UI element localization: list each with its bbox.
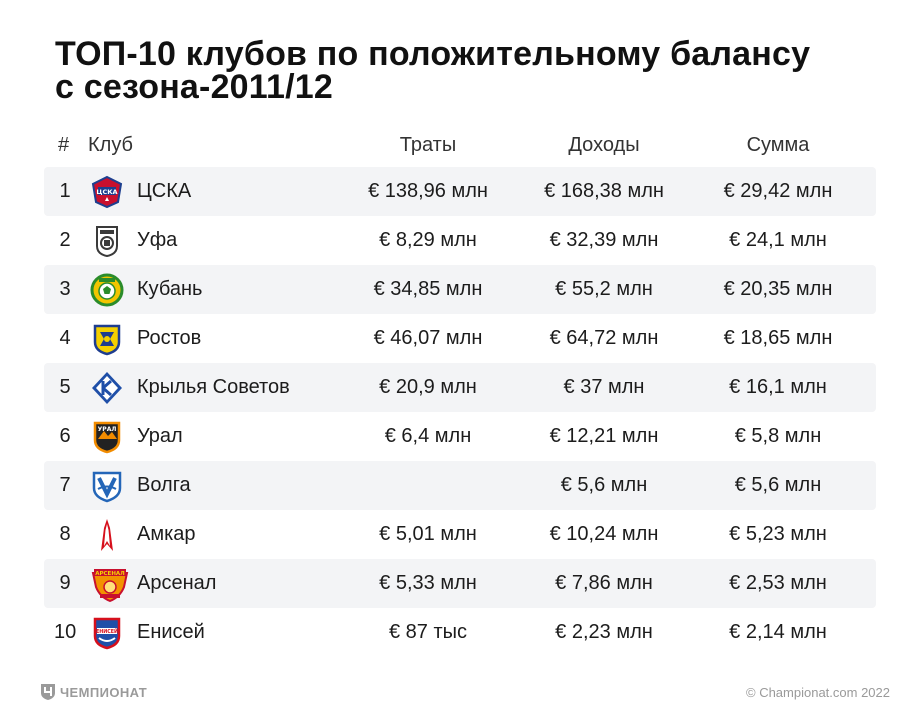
row-sum: € 29,42 млн (723, 180, 833, 202)
row-income: € 37 млн (563, 376, 645, 398)
row-spend: € 46,07 млн (373, 327, 483, 349)
footer-copyright: © Championat.com 2022 (746, 685, 890, 700)
table-row: 9 АРСЕНАЛ Арсенал € 5,33 млн € 7,86 млн … (44, 559, 876, 608)
row-income: € 10,24 млн (549, 523, 659, 545)
row-income: € 5,6 млн (560, 474, 648, 496)
ural-logo-icon: УРАЛ (90, 420, 124, 454)
row-club: ЦСКА (137, 180, 192, 202)
row-sum: € 24,1 млн (729, 229, 827, 251)
row-club: Уфа (137, 229, 178, 251)
row-rank: 8 (59, 523, 71, 545)
row-spend: € 5,33 млн (379, 572, 477, 594)
row-club: Урал (137, 425, 183, 447)
table-row: 2 Уфа € 8,29 млн € 32,39 млн € 24,1 млн (44, 216, 876, 265)
svg-text:ЦСКА: ЦСКА (96, 188, 117, 196)
row-income: € 7,86 млн (555, 572, 653, 594)
championat-logo: ЧЕМПИОНАТ (40, 683, 147, 701)
row-sum: € 5,6 млн (734, 474, 822, 496)
header-income: Доходы (568, 134, 640, 156)
table-row: 8 Амкар € 5,01 млн € 10,24 млн € 5,23 мл… (44, 510, 876, 559)
row-income: € 32,39 млн (549, 229, 659, 251)
footer-brand: ЧЕМПИОНАТ (60, 684, 148, 700)
row-income: € 55,2 млн (555, 278, 653, 300)
row-sum: € 5,23 млн (729, 523, 827, 545)
header-club: Клуб (88, 134, 133, 156)
table-row: 4 Ростов € 46,07 млн € 64,72 млн € 18,65… (44, 314, 876, 363)
row-club: Амкар (137, 523, 196, 545)
row-income: € 168,38 млн (544, 180, 664, 202)
row-sum: € 5,8 млн (734, 425, 822, 447)
row-income: € 2,23 млн (555, 621, 653, 643)
row-rank: 1 (59, 180, 71, 202)
table-header: # Клуб Траты Доходы Сумма (44, 122, 876, 167)
row-rank: 6 (59, 425, 71, 447)
row-club: Волга (137, 474, 191, 496)
table-row: 1 ЦСКА ЦСКА € 138,96 млн € 168,38 млн € … (44, 167, 876, 216)
header-spend: Траты (399, 134, 457, 156)
row-rank: 2 (59, 229, 71, 251)
clubs-table: # Клуб Траты Доходы Сумма 1 ЦСКА ЦСКА € … (44, 122, 876, 657)
ufa-logo-icon (90, 224, 124, 258)
row-sum: € 2,14 млн (729, 621, 827, 643)
row-rank: 7 (59, 474, 71, 496)
row-sum: € 2,53 млн (729, 572, 827, 594)
kuban-logo-icon (90, 273, 124, 307)
svg-text:ЕНИСЕЙ: ЕНИСЕЙ (96, 627, 118, 635)
page-title: ТОП-10 клубов по положительному балансу … (55, 35, 895, 106)
table-row: 3 Кубань € 34,85 млн € 55,2 млн € 20,35 … (44, 265, 876, 314)
row-income: € 12,21 млн (549, 425, 659, 447)
row-spend: € 20,9 млн (379, 376, 477, 398)
row-sum: € 20,35 млн (723, 278, 833, 300)
row-income: € 64,72 млн (549, 327, 659, 349)
header-num: # (58, 134, 70, 156)
enisey-logo-icon: ЕНИСЕЙ (90, 616, 124, 650)
title-line-1: ТОП-10 клубов по положительному балансу (55, 35, 811, 73)
row-club: Крылья Советов (137, 376, 290, 398)
row-spend: € 5,01 млн (379, 523, 477, 545)
row-club: Арсенал (137, 572, 217, 594)
row-spend: € 34,85 млн (373, 278, 483, 300)
row-club: Енисей (137, 621, 205, 643)
row-sum: € 16,1 млн (729, 376, 827, 398)
table-row: 7 Волга € 5,6 млн € 5,6 млн (44, 461, 876, 510)
arsenal-logo-icon: АРСЕНАЛ (90, 567, 129, 603)
table-row: 10 ЕНИСЕЙ Енисей € 87 тыс € 2,23 млн € 2… (44, 608, 876, 657)
header-sum: Сумма (746, 134, 810, 156)
row-rank: 9 (59, 572, 71, 594)
row-spend: € 138,96 млн (368, 180, 488, 202)
championat-shield-icon (41, 684, 55, 700)
row-club: Ростов (137, 327, 202, 349)
row-spend: € 8,29 млн (379, 229, 477, 251)
row-sum: € 18,65 млн (723, 327, 833, 349)
table-row: 5 Крылья Советов € 20,9 млн € 37 млн € 1… (44, 363, 876, 412)
row-club: Кубань (137, 278, 203, 300)
title-line-2: с сезона-2011/12 (55, 68, 333, 106)
table-row: 6 УРАЛ Урал € 6,4 млн € 12,21 млн € 5,8 … (44, 412, 876, 461)
row-rank: 4 (59, 327, 71, 349)
rostov-logo-icon (90, 322, 124, 356)
row-rank: 3 (59, 278, 71, 300)
row-rank: 10 (54, 621, 77, 643)
row-spend: € 87 тыс (388, 621, 468, 643)
svg-text:АРСЕНАЛ: АРСЕНАЛ (95, 571, 125, 577)
svg-text:УРАЛ: УРАЛ (98, 426, 117, 433)
row-rank: 5 (59, 376, 71, 398)
cska-logo-icon: ЦСКА (90, 175, 124, 209)
volga-logo-icon (90, 469, 124, 503)
amkar-logo-icon (90, 518, 124, 552)
krylia-logo-icon (90, 371, 124, 405)
row-spend: € 6,4 млн (384, 425, 472, 447)
